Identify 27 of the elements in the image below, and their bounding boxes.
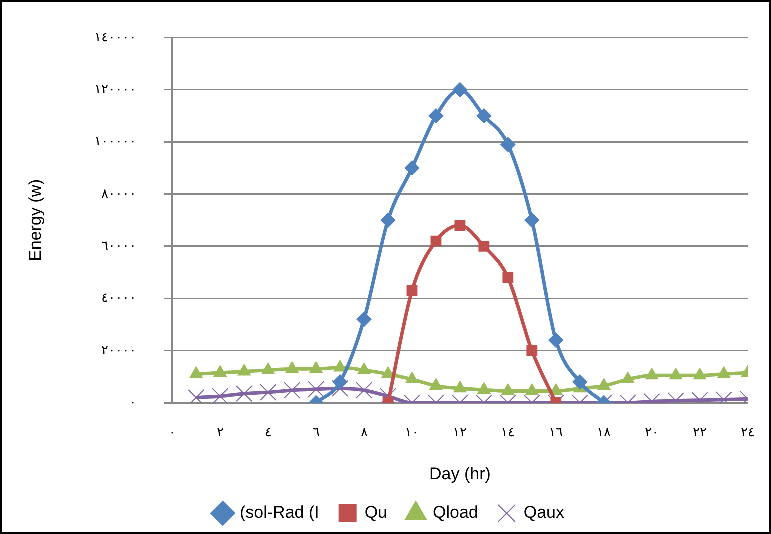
y-tick-label: ١٠٠٠٠٠ [94, 134, 136, 149]
x-axis-title: Day (hr) [429, 464, 491, 484]
x-tick-label: ١٨ [597, 424, 612, 440]
x-tick-label: ٢٤ [741, 424, 755, 440]
y-tick-label: ٢٠٠٠٠ [101, 342, 136, 358]
x-tick-label: ٨ [360, 424, 368, 440]
y-tick-label: ٠ [129, 394, 136, 410]
x-tick-label: ٢ [216, 424, 224, 440]
y-tick-label: ١٤٠٠٠٠ [94, 29, 136, 44]
y-tick-label: ٨٠٠٠٠ [101, 186, 136, 201]
x-tick-label: ١٠ [405, 424, 420, 440]
legend-label: Qaux [524, 503, 566, 522]
x-tick-label: ٠ [168, 424, 176, 440]
y-tick-label: ٦٠٠٠٠ [101, 238, 136, 254]
x-tick-label: ١٤ [501, 424, 516, 440]
legend-label: Qu [364, 503, 388, 522]
y-tick-label: ١٢٠٠٠٠ [94, 82, 136, 97]
x-tick-label: ٢٠ [645, 424, 660, 440]
x-tick-label: ٦ [312, 424, 320, 440]
legend-label: (sol-Rad (I [240, 503, 320, 522]
x-tick-label: ١٦ [549, 424, 564, 440]
x-tick-label: ٢٢ [693, 424, 708, 440]
y-tick-label: ٤٠٠٠٠ [101, 290, 136, 306]
x-tick-label: ١٢ [453, 424, 468, 440]
y-axis-title: Energy (w) [26, 179, 45, 262]
x-tick-label: ٤ [264, 424, 272, 440]
legend-label: Qload [433, 503, 478, 522]
